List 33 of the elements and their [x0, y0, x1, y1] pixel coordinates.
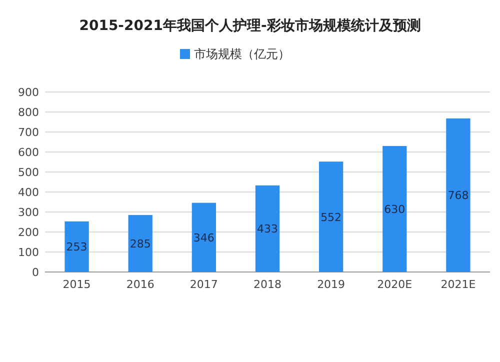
- legend-label: 市场规模（亿元）: [194, 47, 290, 61]
- y-tick-label: 200: [18, 226, 39, 239]
- y-tick-label: 900: [18, 86, 39, 99]
- bar: [446, 118, 470, 272]
- y-tick-label: 400: [18, 186, 39, 199]
- y-tick-label: 700: [18, 126, 39, 139]
- bar: [64, 221, 89, 272]
- data-label: 630: [384, 203, 406, 216]
- data-label: 768: [448, 189, 469, 202]
- x-tick-label: 2021E: [440, 278, 476, 291]
- x-tick-label: 2015: [62, 278, 91, 291]
- data-label: 346: [193, 231, 214, 244]
- x-tick-label: 2018: [254, 278, 282, 291]
- x-tick-label: 2019: [317, 278, 346, 291]
- bar: [192, 202, 216, 272]
- y-tick-label: 0: [32, 266, 39, 279]
- bar: [382, 146, 407, 272]
- data-label: 433: [257, 222, 278, 236]
- bar: [318, 162, 344, 272]
- x-tick-label: 2017: [190, 278, 218, 291]
- chart-title: 2015-2021年我国个人护理-彩妆市场规模统计及预测: [79, 17, 421, 34]
- y-tick-label: 800: [18, 106, 39, 119]
- x-tick-label: 2016: [126, 278, 154, 291]
- y-tick-label: 600: [18, 146, 39, 159]
- bar: [255, 185, 280, 272]
- bar: [128, 215, 152, 272]
- data-label: 285: [130, 238, 151, 250]
- y-tick-label: 500: [18, 166, 39, 179]
- data-label: 253: [66, 240, 88, 254]
- data-label: 552: [320, 210, 342, 224]
- y-tick-label: 100: [18, 246, 39, 259]
- y-tick-label: 300: [18, 206, 39, 219]
- x-tick-label: 2020E: [377, 278, 412, 291]
